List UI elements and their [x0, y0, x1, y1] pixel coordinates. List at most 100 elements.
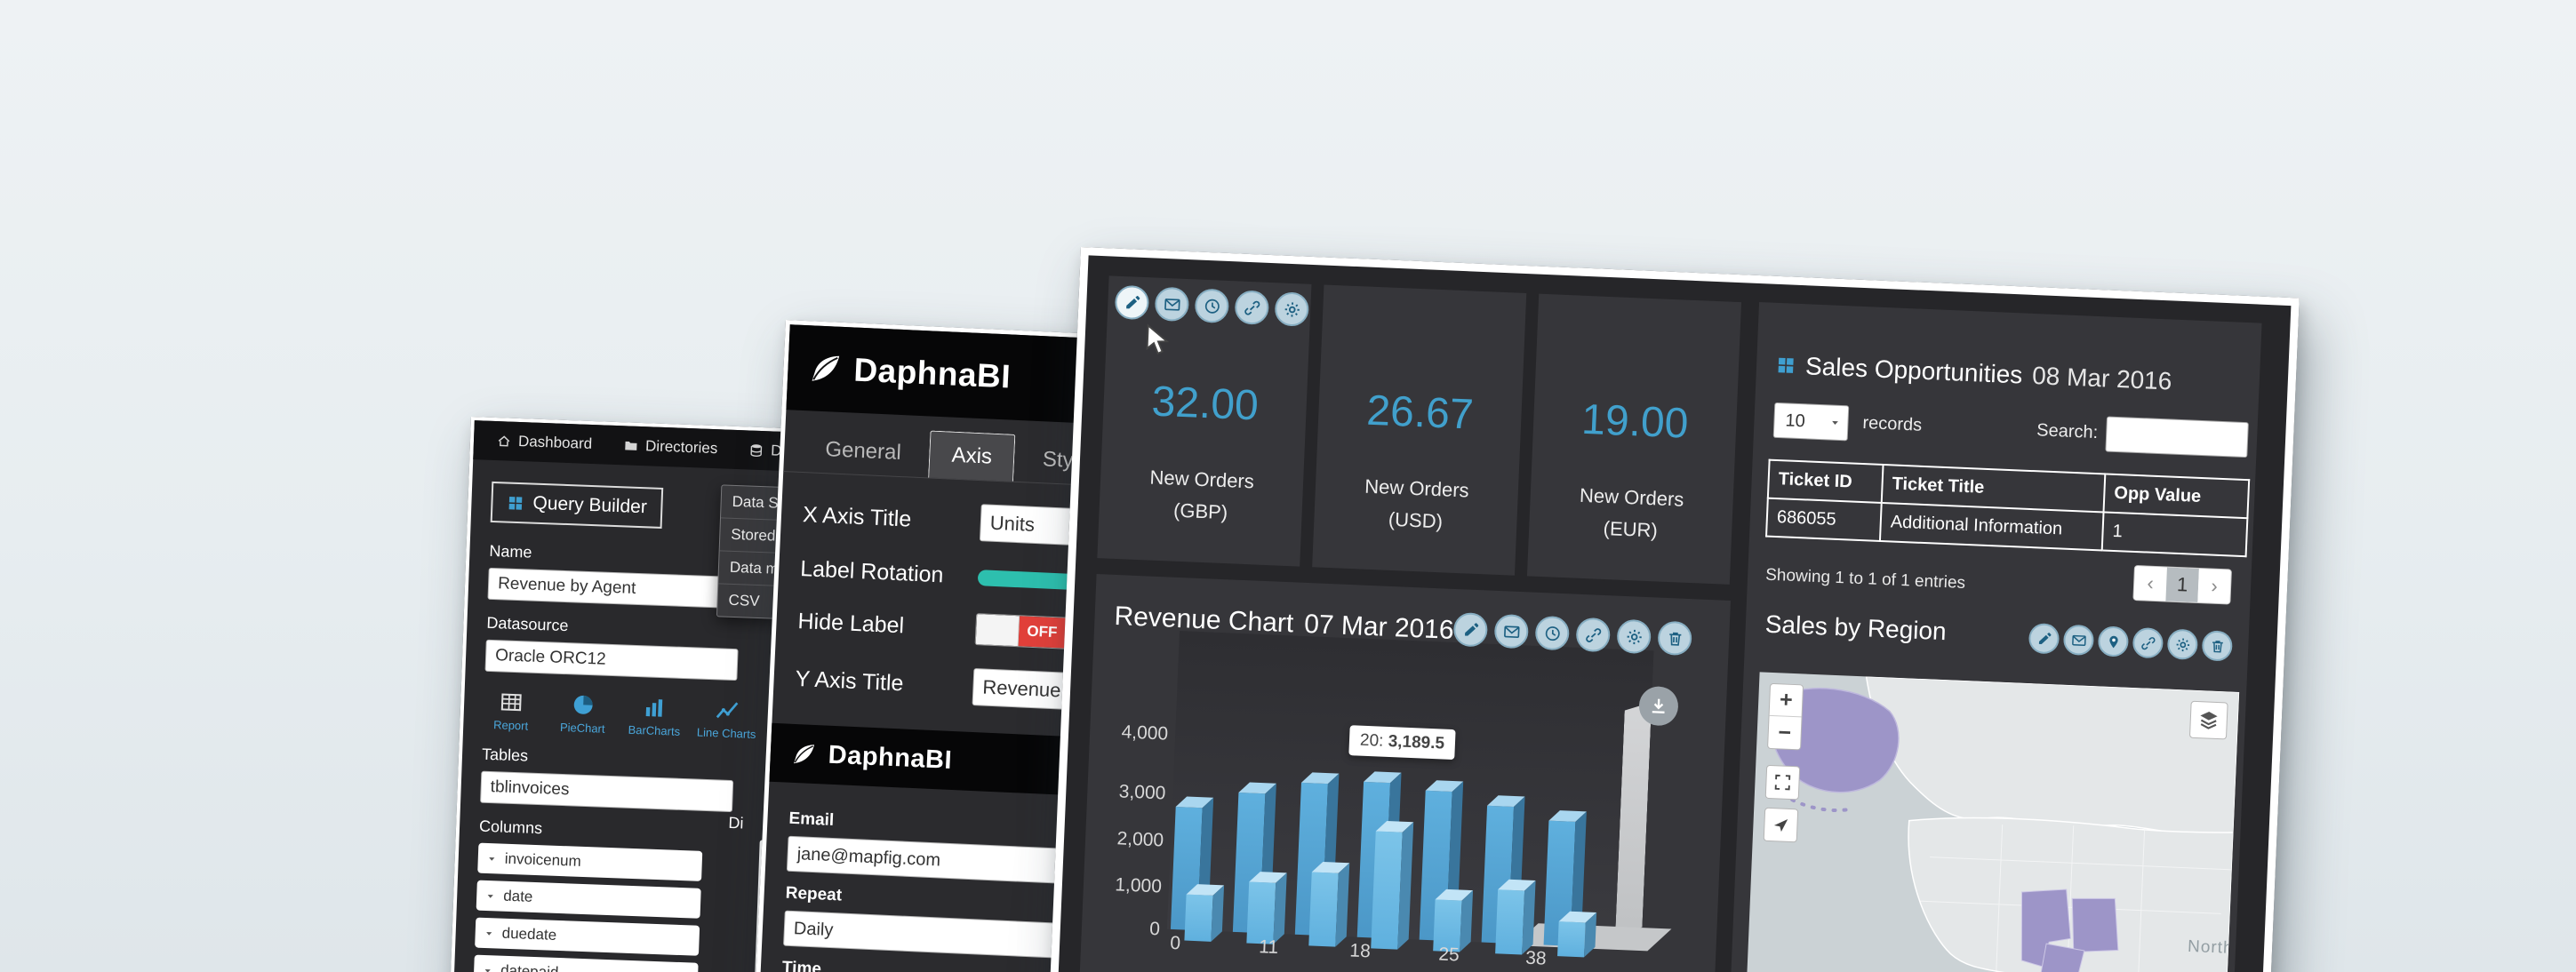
link-icon — [2140, 635, 2156, 651]
records-label: records — [1862, 413, 1923, 435]
chart-type-row: Report PieChart BarCharts Line Charts — [483, 689, 756, 741]
column-label: date — [502, 887, 533, 905]
kpi-tile-usd[interactable]: 26.67 New Orders (USD) — [1312, 284, 1527, 576]
map-zoom-control: + − — [1767, 682, 1804, 751]
delete-button[interactable] — [1657, 620, 1692, 657]
page-size-select[interactable]: 10 — [1772, 402, 1850, 442]
bar-chart-icon — [638, 695, 671, 720]
kpi-value: 26.67 — [1365, 386, 1475, 439]
settings-button[interactable] — [1616, 618, 1652, 655]
chart-tooltip: 20: 3,189.5 — [1348, 725, 1456, 761]
datasource-input[interactable] — [484, 639, 739, 681]
hide-label-toggle[interactable]: OFF — [974, 613, 1076, 650]
search-label: Search: — [2036, 420, 2099, 443]
folder-icon — [624, 438, 639, 453]
repeat-field[interactable] — [783, 910, 1078, 960]
schedule-button[interactable] — [1194, 288, 1230, 324]
columns-label: Columns — [478, 817, 543, 838]
table-summary: Showing 1 to 1 of 1 entries — [1764, 565, 1966, 593]
link-button[interactable] — [1234, 290, 1270, 325]
x-axis-tick: 18 — [1348, 940, 1372, 962]
delete-button[interactable] — [2201, 630, 2234, 662]
email-button[interactable] — [1493, 613, 1530, 649]
home-icon — [497, 434, 512, 449]
page-number-button[interactable]: 1 — [2165, 567, 2199, 602]
chart-type-report[interactable]: Report — [483, 689, 540, 733]
locate-button[interactable] — [1763, 807, 1799, 843]
column-header-opp-value[interactable]: Opp Value — [2103, 474, 2250, 519]
kpi-currency: (GBP) — [1172, 498, 1228, 524]
edit-button[interactable] — [1114, 284, 1150, 321]
map-geography — [1768, 675, 2240, 972]
nav-item-dashboard[interactable]: Dashboard — [497, 432, 592, 453]
sales-region-map[interactable]: + − North Pacific North — [1741, 672, 2240, 972]
mouse-cursor-icon — [1145, 323, 1172, 356]
grid-icon — [1776, 355, 1796, 376]
zoom-in-button[interactable]: + — [1769, 683, 1804, 718]
column-header-ticket-id[interactable]: Ticket ID — [1767, 459, 1884, 503]
email-button[interactable] — [1154, 286, 1190, 323]
link-button[interactable] — [2132, 626, 2164, 659]
tooltip-value: 3,189.5 — [1388, 731, 1445, 753]
y-axis-tick: 4,000 — [1121, 721, 1169, 745]
chart-type-linecharts[interactable]: Line Charts — [697, 697, 756, 741]
nav-label: Directories — [644, 437, 718, 458]
kpi-tile-eur[interactable]: 19.00 New Orders (EUR) — [1526, 293, 1742, 585]
trash-icon — [2209, 638, 2225, 654]
nav-item-directories[interactable]: Directories — [624, 436, 718, 458]
widget-title-text: Sales Opportunities — [1804, 352, 2023, 389]
brand-name: DaphnaBI — [852, 351, 1012, 395]
y-axis-tick: 3,000 — [1118, 781, 1166, 804]
kpi-value: 32.00 — [1150, 378, 1260, 430]
column-select-date[interactable]: date — [476, 880, 701, 919]
column-label: datepaid — [500, 961, 559, 972]
kpi-tile-gbp[interactable]: 32.00 New Orders (GBP) — [1097, 275, 1312, 567]
zoom-out-button[interactable]: − — [1777, 719, 1792, 745]
database-icon — [749, 443, 764, 458]
tab-general[interactable]: General — [824, 437, 902, 466]
kpi-label: New Orders — [1364, 474, 1470, 502]
schedule-button[interactable] — [1534, 615, 1571, 651]
edit-button[interactable] — [2028, 623, 2060, 655]
edit-button[interactable] — [1452, 611, 1489, 648]
y-axis-title-label: Y Axis Title — [795, 665, 905, 696]
revenue-bar — [1495, 889, 1525, 955]
column-select-duedate[interactable]: duedate — [475, 917, 700, 956]
grid-icon — [507, 494, 524, 512]
email-button[interactable] — [2062, 624, 2095, 657]
highlighted-states[interactable] — [2018, 888, 2120, 972]
next-page-button[interactable]: › — [2197, 568, 2231, 604]
layers-icon — [2197, 709, 2220, 731]
fullscreen-button[interactable] — [1764, 764, 1801, 801]
settings-button[interactable] — [2166, 628, 2199, 660]
column-select-invoicenum[interactable]: invoicenum — [477, 842, 703, 881]
sales-widgets-column: Sales Opportunities 08 Mar 2016 10 recor… — [1724, 302, 2262, 972]
name-input[interactable] — [487, 567, 741, 609]
column-select-datepaid[interactable]: datepaid — [473, 954, 699, 972]
settings-button[interactable] — [1274, 291, 1310, 327]
tooltip-label: 20: — [1359, 730, 1384, 751]
chart-type-barcharts[interactable]: BarCharts — [626, 695, 683, 738]
column-label: duedate — [501, 924, 557, 944]
layers-button[interactable] — [2188, 700, 2228, 740]
tab-axis[interactable]: Axis — [928, 430, 1016, 482]
chart-type-piechart[interactable]: PieChart — [555, 692, 612, 736]
column-label: invoicenum — [504, 849, 582, 870]
pencil-icon — [1461, 621, 1479, 639]
prev-page-button[interactable]: ‹ — [2133, 565, 2167, 602]
query-builder-title: Query Builder — [532, 492, 648, 518]
download-icon — [1648, 696, 1668, 716]
kpi-currency: (EUR) — [1603, 516, 1659, 542]
trash-icon — [1666, 629, 1684, 647]
columns-list: invoicenum date duedate datepaid subtota… — [472, 842, 750, 972]
tables-label: Tables — [481, 745, 529, 765]
email-field[interactable] — [786, 835, 1082, 885]
tables-input[interactable] — [480, 770, 734, 813]
chevron-down-icon — [1829, 417, 1840, 427]
search-input[interactable] — [2105, 416, 2249, 458]
link-button[interactable] — [1575, 617, 1612, 653]
toggle-knob — [975, 614, 1020, 647]
revenue-bar — [1308, 872, 1339, 947]
location-button[interactable] — [2097, 625, 2130, 657]
revenue-bar — [1184, 894, 1213, 942]
